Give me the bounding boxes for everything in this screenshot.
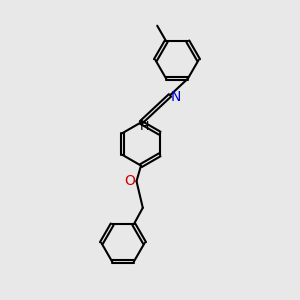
Text: N: N — [170, 89, 181, 103]
Text: H: H — [140, 120, 149, 133]
Text: O: O — [124, 174, 135, 188]
